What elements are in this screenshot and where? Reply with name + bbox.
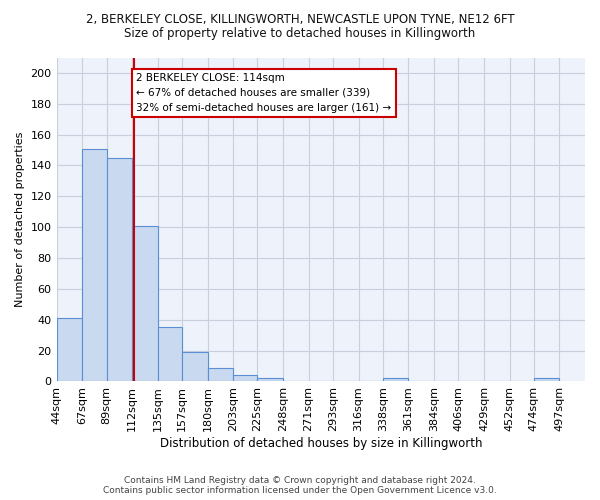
Bar [534,378,559,382]
Text: Contains HM Land Registry data © Crown copyright and database right 2024.
Contai: Contains HM Land Registry data © Crown c… [103,476,497,495]
Bar [82,148,107,382]
Bar [208,368,233,382]
Bar [257,378,283,382]
Text: Size of property relative to detached houses in Killingworth: Size of property relative to detached ho… [124,28,476,40]
Bar [107,158,132,382]
Bar [132,226,158,382]
Text: 2, BERKELEY CLOSE, KILLINGWORTH, NEWCASTLE UPON TYNE, NE12 6FT: 2, BERKELEY CLOSE, KILLINGWORTH, NEWCAST… [86,12,514,26]
Y-axis label: Number of detached properties: Number of detached properties [15,132,25,307]
X-axis label: Distribution of detached houses by size in Killingworth: Distribution of detached houses by size … [160,437,482,450]
Bar [233,376,257,382]
Text: 2 BERKELEY CLOSE: 114sqm
← 67% of detached houses are smaller (339)
32% of semi-: 2 BERKELEY CLOSE: 114sqm ← 67% of detach… [136,73,392,112]
Bar [383,378,409,382]
Bar [182,352,208,382]
Bar [158,328,182,382]
Bar [56,318,82,382]
